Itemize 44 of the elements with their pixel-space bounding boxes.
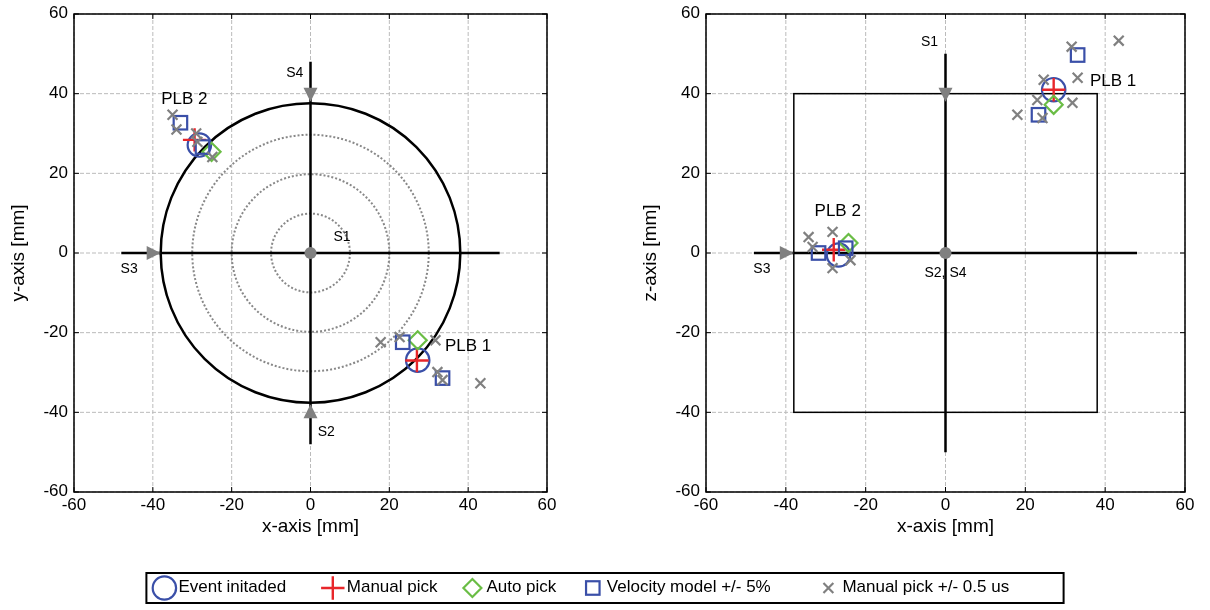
x-tick-label: -40 xyxy=(140,495,166,514)
legend-label: Auto pick xyxy=(486,577,557,597)
y-tick-label: 40 xyxy=(49,83,68,103)
annotation: PLB 1 xyxy=(1089,71,1137,91)
annotation: PLB 1 xyxy=(445,336,492,356)
x-tick-label: 60 xyxy=(537,495,557,514)
y-axis-title: z-axis [mm] xyxy=(639,204,660,302)
annotation: S3 xyxy=(753,259,771,276)
x-tick-label: -20 xyxy=(219,495,244,514)
y-tick-label: 20 xyxy=(681,162,700,182)
x-tick-label: 0 xyxy=(940,495,951,514)
x-tick-label: -20 xyxy=(853,495,878,514)
x-tick-label: 40 xyxy=(458,495,478,514)
annotation: S2 xyxy=(317,422,336,439)
y-axis-title: y-axis [mm] xyxy=(7,204,28,302)
y-tick-label: 40 xyxy=(681,83,700,103)
x-tick-label: 20 xyxy=(1015,495,1035,514)
x-tick-label: 60 xyxy=(1175,495,1195,514)
legend-label: Velocity model +/- 5% xyxy=(606,577,771,597)
y-tick-label: 20 xyxy=(49,162,68,182)
annotation: S4 xyxy=(286,64,304,81)
annotation: S1 xyxy=(333,227,351,244)
y-tick-label: 60 xyxy=(49,3,68,23)
annotation: S2, S4 xyxy=(924,263,967,280)
annotation: S3 xyxy=(120,259,138,276)
y-tick-label: 60 xyxy=(681,3,700,23)
y-tick-label: 0 xyxy=(690,242,700,262)
x-axis-title: x-axis [mm] xyxy=(896,515,995,536)
y-tick-label: -40 xyxy=(675,401,700,421)
y-tick-label: 0 xyxy=(58,242,68,262)
annotation: PLB 2 xyxy=(161,89,208,109)
y-tick-label: -40 xyxy=(43,401,68,421)
x-tick-label: -40 xyxy=(773,495,799,514)
x-tick-label: 40 xyxy=(1095,495,1115,514)
legend-label: Manual pick xyxy=(346,577,439,597)
annotation: PLB 2 xyxy=(814,200,861,220)
legend-label: Event initaded xyxy=(178,577,287,597)
x-tick-label: 0 xyxy=(305,495,316,514)
legend-label: Manual pick +/- 0.5 us xyxy=(842,577,1010,597)
y-tick-label: -20 xyxy=(43,322,68,342)
x-tick-label: 20 xyxy=(379,495,399,514)
x-axis-title: x-axis [mm] xyxy=(261,515,360,536)
y-tick-label: -20 xyxy=(675,322,700,342)
annotation: S1 xyxy=(920,32,939,49)
